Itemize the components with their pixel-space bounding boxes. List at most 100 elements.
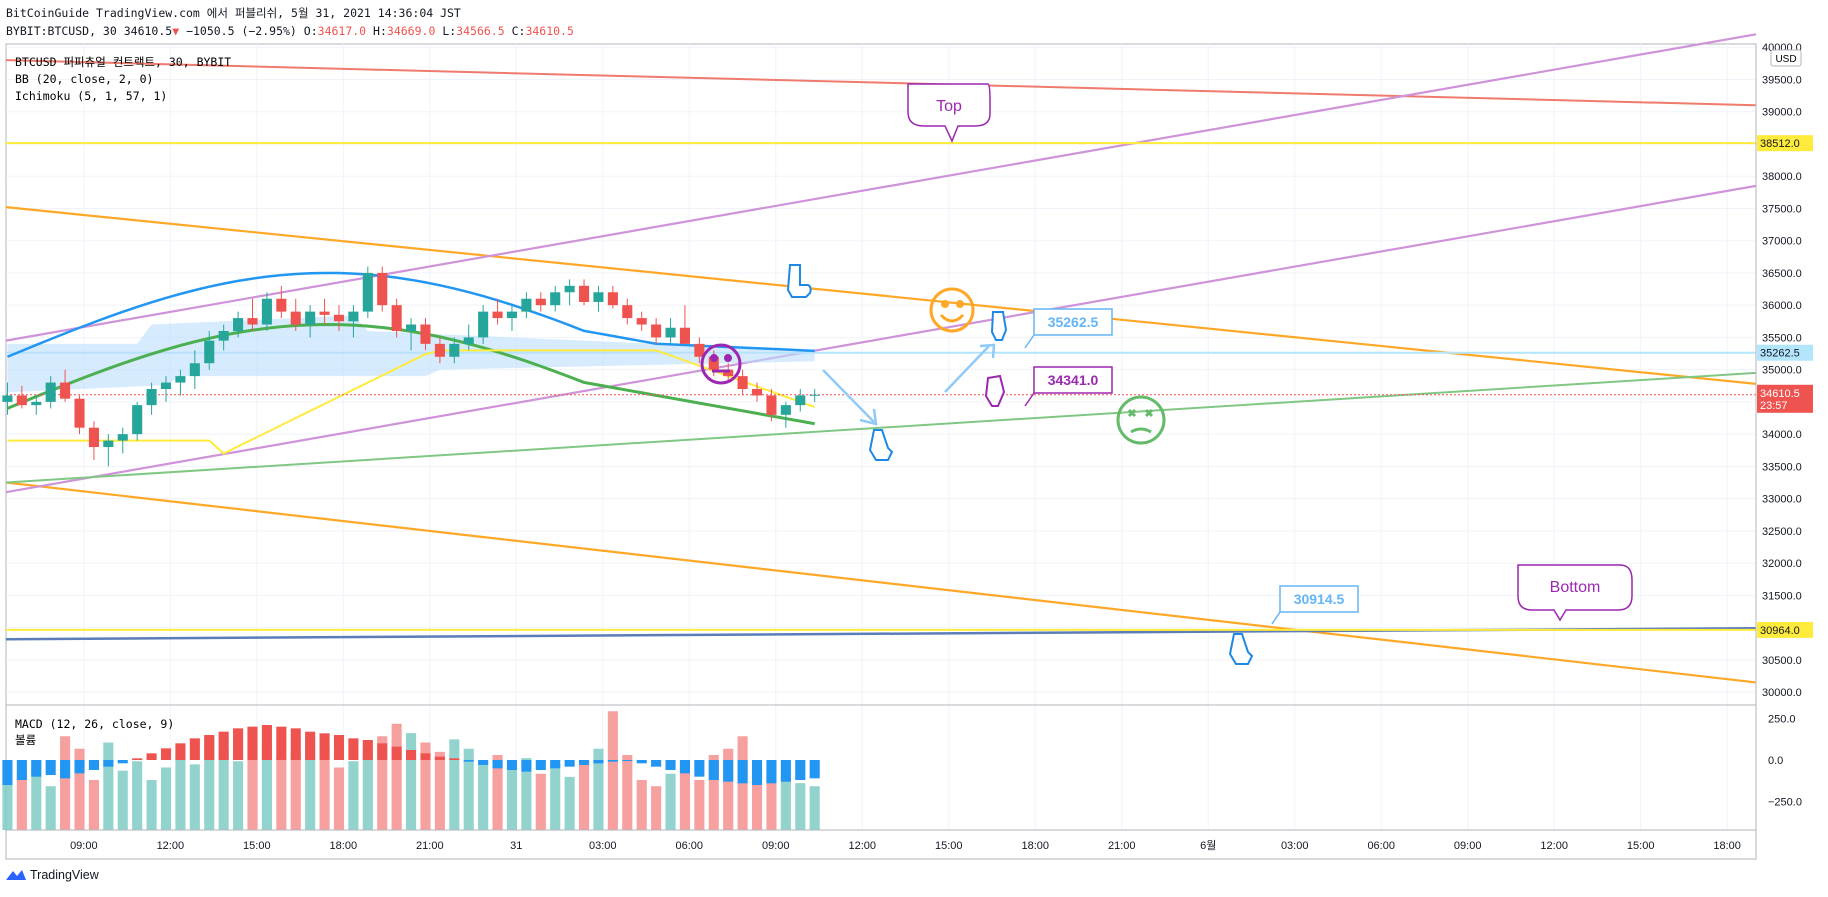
macd-histogram-bar [333,735,345,760]
macd-histogram-bar [679,760,690,774]
top-bubble[interactable]: Top [907,83,991,143]
macd-histogram-bar [463,760,474,762]
macd-histogram-bar [406,750,417,760]
volume-bar [348,761,359,830]
macd-histogram-bar [809,760,820,779]
volume-bar [463,748,474,830]
macd-histogram-bar [175,743,186,760]
callout-34341[interactable]: 34341.0 [1024,366,1113,407]
candle-body [535,298,546,306]
candle-body [233,318,244,331]
volume-bar [362,748,373,830]
open-value: 34617.0 [317,24,367,38]
price-tick: 33000.0 [1762,494,1802,506]
orange-trend-upper[interactable] [5,206,1757,385]
time-tick: 03:00 [589,840,617,852]
price-axis[interactable]: 40000.039500.039000.038500.038000.037500… [1757,42,1813,809]
volume-bar [607,711,618,830]
macd-histogram-bar [607,760,618,762]
time-tick: 12:00 [848,840,876,852]
volume-bar [261,742,272,830]
current-price-label: 34610.5 [1760,388,1800,400]
candle-body [132,405,143,435]
candle-body [218,330,229,341]
trend-lines[interactable] [5,33,1757,684]
candle-body [45,382,56,402]
volume-bar [809,786,820,830]
callout-30914[interactable]: 30914.5 [1271,585,1359,625]
legend-macd: MACD (12, 26, close, 9) [15,717,174,731]
time-tick: 15:00 [1627,840,1655,852]
time-axis[interactable]: 09:00 12:00 15:00 18:00 21:00 31 03:00 06:00 09:… [70,839,1741,852]
candle-body [550,292,561,306]
candle-body [60,382,71,399]
currency-badge [1770,49,1802,67]
macd-histogram-bar [88,760,99,770]
candle-body [391,305,402,331]
macd-histogram-bar [651,760,662,767]
legend-volume: 볼륨 [15,733,36,747]
orange-trend-lower[interactable] [5,481,1757,684]
price-tick: 32000.0 [1762,558,1802,570]
ohlc-line: BYBIT:BTCUSD, 30 34610.5▼ −1050.5 (−2.95… [6,22,574,40]
price-label-35262: 35262.5 [1760,348,1800,360]
green-support-line[interactable] [5,371,1757,484]
candle-body [319,311,330,315]
low-label: L: [442,24,457,38]
macd-histogram-bar [204,735,215,760]
time-tick: 31 [510,840,522,852]
price-tick: 32500.0 [1762,526,1802,538]
candle-body [261,298,272,325]
volume-bar [449,739,460,830]
candle-body [622,305,633,319]
bottom-bubble[interactable]: Bottom [1517,564,1633,622]
callout-35262[interactable]: 35262.5 [1024,308,1113,349]
candle-body [204,340,215,364]
macd-histogram-bar [492,760,503,769]
volume-bar [88,780,99,830]
price-tick: 39500.0 [1762,74,1802,86]
volume-bar [679,767,690,830]
macd-histogram-bar [535,760,546,770]
hand-pointer-icon-3 [984,374,1006,407]
macd-histogram-bar [593,760,604,764]
time-tick: 18:00 [1713,840,1741,852]
bottom-bubble-text: Bottom [1550,579,1601,596]
resistance-red-line[interactable] [5,59,1757,107]
volume-bar [636,780,647,830]
macd-histogram-bar [780,760,791,782]
volume-bar [391,723,402,830]
candle-body [406,324,417,331]
purple-channel-upper[interactable] [5,33,1757,342]
volume-bar [406,733,417,830]
volume-bar [333,767,345,830]
time-tick: 06:00 [676,840,704,852]
candle-body [305,311,316,325]
candle-body [593,292,604,302]
macd-histogram-bar [74,760,85,774]
price-tick: 37500.0 [1762,203,1802,215]
neutral-face-icon [700,343,742,385]
time-tick: 12:00 [157,840,185,852]
macd-histogram-bar [636,760,647,764]
footer[interactable]: TradingView [6,868,99,882]
price-tick: 30500.0 [1762,655,1802,667]
purple-channel-lower[interactable] [5,184,1757,494]
candle-body [290,311,301,325]
candle-body [146,389,157,406]
candle-body [88,427,99,448]
price-tick: 39000.0 [1762,107,1802,119]
countdown-label: 23:57 [1760,400,1788,412]
macd-pane [2,711,820,830]
volume-bar [579,761,590,830]
candle-body [189,363,200,377]
macd-histogram-bar [362,740,373,760]
price-tick: 36000.0 [1762,300,1802,312]
macd-histogram-bar [290,728,301,760]
candle-body [579,285,590,302]
candle-body [247,318,258,325]
macd-histogram-bar [233,728,244,760]
candles [2,266,820,467]
macd-histogram-bar [737,760,748,784]
